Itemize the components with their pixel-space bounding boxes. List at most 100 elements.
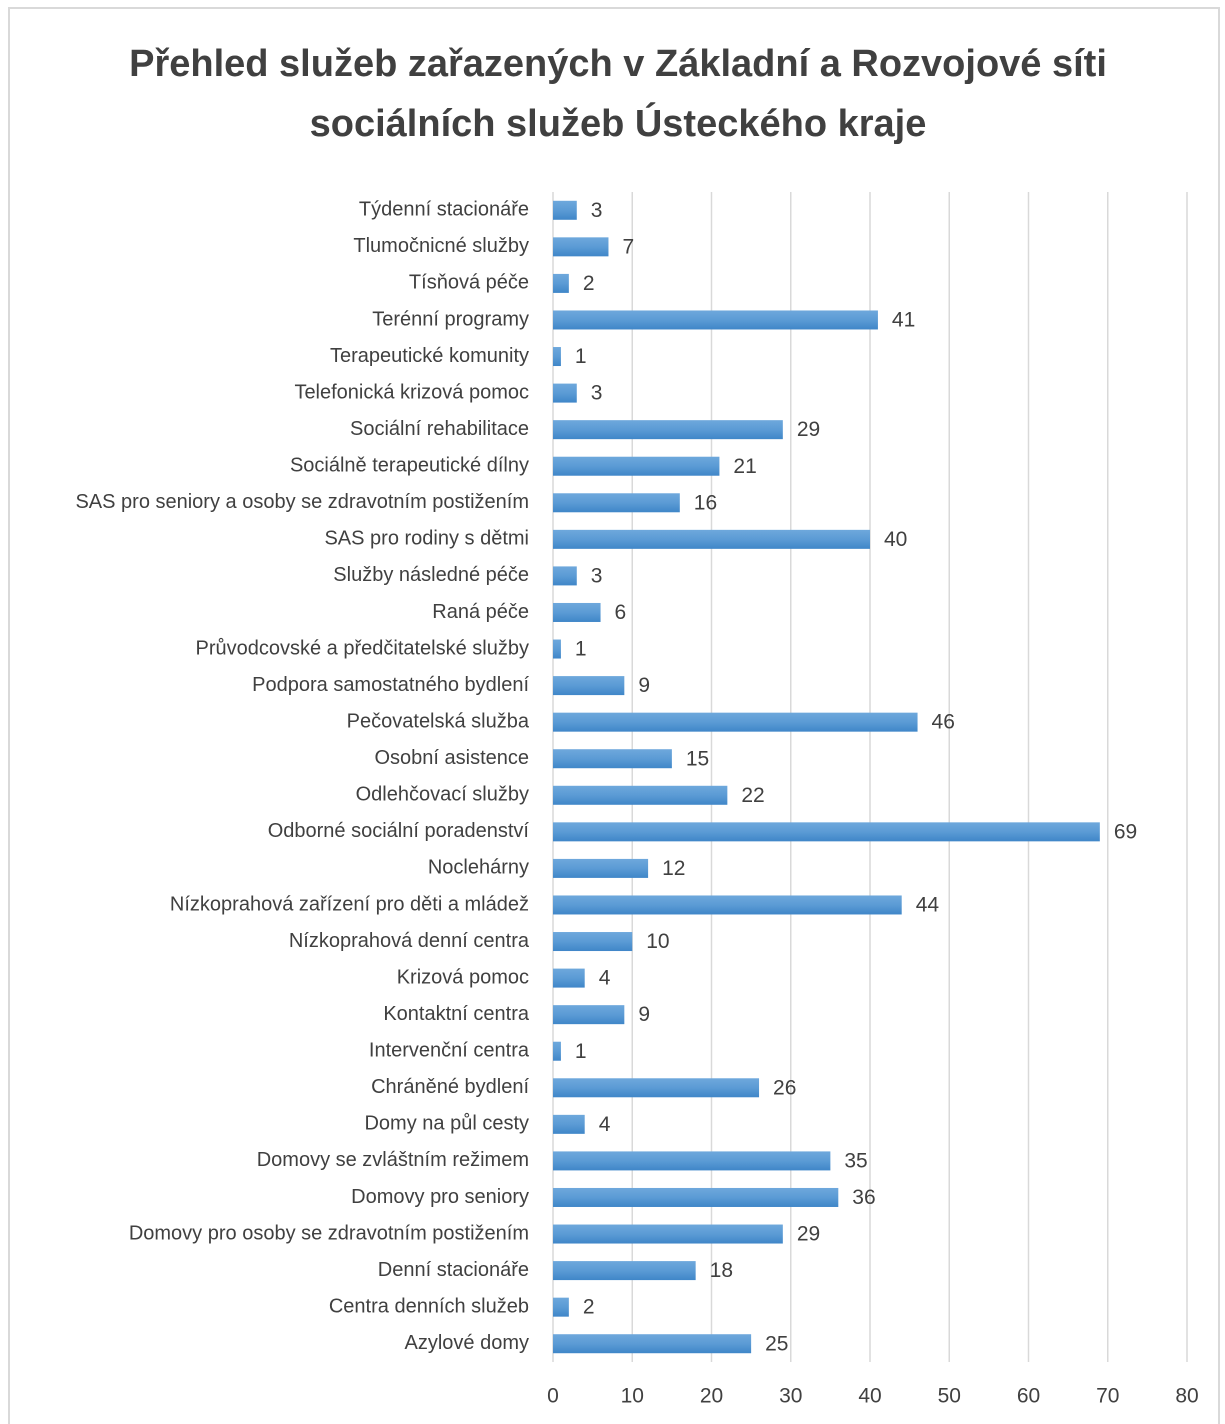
y-tick-label: Raná péče — [432, 601, 529, 623]
bar — [553, 347, 561, 367]
value-label: 7 — [622, 235, 634, 258]
value-label: 6 — [615, 601, 627, 624]
bar — [553, 858, 649, 878]
value-label: 29 — [797, 418, 820, 441]
y-tick-label: Kontaktní centra — [383, 1003, 530, 1025]
y-tick-label: Tísňová péče — [409, 272, 529, 294]
value-label: 1 — [575, 638, 587, 661]
x-tick-label: 30 — [779, 1385, 802, 1408]
value-label: 9 — [638, 1003, 650, 1026]
bar — [553, 895, 902, 915]
y-tick-label: Azylové domy — [405, 1332, 530, 1354]
y-tick-label: Podpora samostatného bydlení — [252, 674, 529, 696]
x-tick-label: 10 — [621, 1385, 644, 1408]
y-tick-label: Noclehárny — [428, 857, 529, 879]
x-tick-label: 0 — [547, 1385, 559, 1408]
x-tick-label: 50 — [938, 1385, 961, 1408]
value-label: 44 — [916, 894, 940, 917]
bar — [553, 712, 918, 732]
value-label: 35 — [844, 1149, 867, 1172]
bar — [553, 639, 561, 659]
y-tick-label: Terénní programy — [372, 308, 529, 330]
bar — [553, 1005, 625, 1025]
value-label: 18 — [710, 1259, 733, 1282]
y-tick-label: Intervenční centra — [369, 1040, 530, 1062]
bar — [553, 273, 569, 293]
bar — [553, 1261, 696, 1281]
y-tick-label: Chráněné bydlení — [371, 1076, 529, 1098]
value-label: 41 — [892, 309, 915, 332]
value-label: 3 — [591, 564, 603, 587]
value-label: 3 — [591, 199, 603, 222]
x-tick-label: 80 — [1175, 1385, 1198, 1408]
value-label: 36 — [852, 1186, 875, 1209]
value-label: 29 — [797, 1223, 820, 1246]
chart-title: sociálních služeb Ústeckého kraje — [310, 101, 927, 145]
value-label: 4 — [599, 967, 611, 990]
bar — [553, 968, 585, 988]
bar — [553, 566, 577, 586]
bar — [553, 1151, 831, 1171]
bar — [553, 749, 672, 769]
y-tick-label: Průvodcovské a předčitatelské služby — [196, 637, 530, 659]
value-label: 2 — [583, 272, 595, 295]
x-tick-label: 60 — [1017, 1385, 1040, 1408]
value-label: 26 — [773, 1076, 796, 1099]
bar — [553, 456, 720, 476]
bar — [553, 493, 680, 513]
bar — [553, 237, 609, 257]
y-tick-label: Terapeutické komunity — [330, 345, 529, 367]
y-tick-label: Domovy se zvláštním režimem — [257, 1149, 529, 1171]
value-label: 46 — [932, 711, 955, 734]
y-tick-label: Sociálně terapeutické dílny — [290, 455, 529, 477]
bar — [553, 785, 728, 805]
bar — [553, 310, 878, 330]
value-label: 10 — [646, 930, 669, 953]
y-tick-label: SAS pro seniory a osoby se zdravotním po… — [75, 491, 529, 513]
value-label: 2 — [583, 1296, 595, 1319]
value-label: 69 — [1114, 820, 1137, 843]
value-label: 12 — [662, 857, 685, 880]
y-tick-label: Domovy pro seniory — [351, 1186, 529, 1208]
x-tick-label: 20 — [700, 1385, 723, 1408]
y-tick-label: Denní stacionáře — [378, 1259, 529, 1281]
x-tick-label: 40 — [858, 1385, 881, 1408]
x-tick-label: 70 — [1096, 1385, 1119, 1408]
y-tick-label: Osobní asistence — [374, 747, 529, 769]
bar — [553, 383, 577, 403]
bar — [553, 1297, 569, 1317]
value-label: 16 — [694, 491, 717, 514]
y-tick-label: Tlumočnicné služby — [353, 235, 529, 257]
y-tick-label: Nízkoprahová denní centra — [289, 930, 530, 952]
y-tick-label: Odborné sociální poradenství — [268, 820, 530, 842]
y-tick-label: SAS pro rodiny s dětmi — [324, 528, 529, 550]
bar — [553, 932, 633, 952]
y-tick-label: Domovy pro osoby se zdravotním postižení… — [129, 1222, 529, 1244]
y-tick-label: Domy na půl cesty — [364, 1113, 529, 1135]
y-tick-label: Krizová pomoc — [397, 966, 529, 988]
y-tick-label: Pečovatelská služba — [347, 710, 530, 732]
value-label: 4 — [599, 1113, 611, 1136]
chart-title: Přehled služeb zařazených v Základní a R… — [129, 43, 1107, 85]
bar — [553, 420, 783, 440]
y-tick-label: Sociální rehabilitace — [350, 418, 529, 440]
value-label: 1 — [575, 1040, 587, 1063]
bar — [553, 1334, 752, 1354]
y-tick-label: Odlehčovací služby — [356, 784, 529, 806]
bar — [553, 1187, 839, 1207]
value-label: 21 — [733, 455, 756, 478]
y-tick-label: Týdenní stacionáře — [359, 199, 529, 221]
bar — [553, 1224, 783, 1244]
value-label: 9 — [638, 674, 650, 697]
value-label: 40 — [884, 528, 907, 551]
bar — [553, 200, 577, 220]
bar — [553, 676, 625, 696]
value-label: 3 — [591, 382, 603, 405]
bar — [553, 822, 1100, 842]
bar — [553, 529, 870, 549]
y-tick-label: Nízkoprahová zařízení pro děti a mládež — [170, 893, 529, 915]
value-label: 15 — [686, 747, 709, 770]
bar — [553, 1114, 585, 1134]
